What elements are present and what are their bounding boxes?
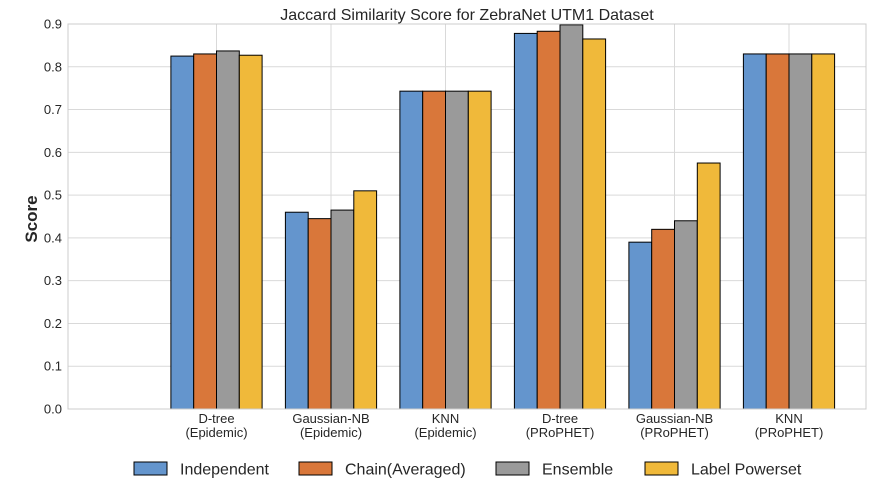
x-tick-label: (PRoPHET) bbox=[526, 425, 595, 440]
bar-chain-averaged bbox=[651, 228, 676, 410]
legend-label: Label Powerset bbox=[691, 462, 802, 479]
y-axis-label: Score bbox=[22, 195, 41, 242]
x-tick-label: (PRoPHET) bbox=[640, 425, 709, 440]
bar-ensemble bbox=[216, 50, 240, 410]
legend-swatch bbox=[298, 461, 333, 476]
legend-swatch bbox=[495, 461, 530, 476]
y-tick-label: 0.6 bbox=[44, 145, 62, 160]
bar-chain-averaged bbox=[765, 53, 790, 410]
bars bbox=[170, 24, 836, 410]
x-tick-label: Gaussian-NB bbox=[292, 411, 369, 426]
bar-ensemble bbox=[330, 209, 355, 410]
legend-item-label-powerset: Label Powerset bbox=[644, 461, 802, 479]
y-axis-ticks: 0.0 0.1 0.2 0.3 0.4 0.5 0.6 0.7 0.8 0.9 bbox=[44, 17, 62, 417]
bar-chain-averaged bbox=[307, 218, 332, 410]
y-tick-label: 0.2 bbox=[44, 316, 62, 331]
x-tick-label: D-tree bbox=[542, 411, 578, 426]
x-tick-label: D-tree bbox=[198, 411, 234, 426]
legend-item-chain-averaged: Chain(Averaged) bbox=[298, 461, 466, 479]
legend-label: Chain(Averaged) bbox=[345, 462, 466, 479]
y-tick-label: 0.3 bbox=[44, 273, 62, 288]
bar-independent bbox=[399, 90, 424, 410]
legend-label: Independent bbox=[180, 462, 270, 479]
y-tick-label: 0.0 bbox=[44, 402, 62, 417]
y-tick-label: 0.8 bbox=[44, 59, 62, 74]
x-tick-label: (Epidemic) bbox=[414, 425, 476, 440]
legend-item-ensemble: Ensemble bbox=[495, 461, 613, 479]
bar-independent bbox=[170, 55, 195, 410]
legend-swatch bbox=[644, 461, 679, 476]
chart-title: Jaccard Similarity Score for ZebraNet UT… bbox=[280, 7, 654, 24]
x-tick-label: (Epidemic) bbox=[300, 425, 362, 440]
bar-label-powerset bbox=[696, 162, 721, 410]
bar-label-powerset bbox=[353, 190, 378, 410]
bar-ensemble bbox=[559, 24, 584, 410]
legend-label: Ensemble bbox=[542, 462, 613, 479]
y-tick-label: 0.5 bbox=[44, 188, 62, 203]
bar-ensemble bbox=[445, 90, 469, 410]
bar-ensemble bbox=[788, 53, 813, 410]
plot-frame bbox=[67, 23, 867, 410]
bar-label-powerset bbox=[467, 90, 492, 410]
legend-item-independent: Independent bbox=[133, 461, 270, 479]
y-tick-label: 0.1 bbox=[44, 359, 62, 374]
bar-ensemble bbox=[674, 220, 698, 410]
bar-label-powerset bbox=[238, 54, 263, 410]
bar-independent bbox=[284, 211, 309, 410]
x-tick-label: (Epidemic) bbox=[185, 425, 247, 440]
bar-independent bbox=[513, 32, 538, 410]
x-tick-label: (PRoPHET) bbox=[755, 425, 824, 440]
bar-independent bbox=[742, 53, 767, 410]
y-tick-label: 0.9 bbox=[44, 17, 62, 32]
bar-independent bbox=[628, 241, 653, 410]
bar-label-powerset bbox=[811, 53, 836, 410]
y-tick-label: 0.4 bbox=[44, 230, 62, 245]
x-tick-label: Gaussian-NB bbox=[636, 411, 713, 426]
x-axis-ticks: D-tree(Epidemic)Gaussian-NB(Epidemic)KNN… bbox=[185, 411, 823, 440]
x-tick-label: KNN bbox=[775, 411, 802, 426]
bar-chain-averaged bbox=[422, 90, 447, 410]
bar-chain-averaged bbox=[193, 53, 217, 410]
bar-label-powerset bbox=[582, 38, 607, 410]
bar-chain-averaged bbox=[536, 30, 561, 410]
legend: Independent Chain(Averaged) Ensemble Label … bbox=[133, 461, 802, 479]
y-tick-label: 0.7 bbox=[44, 102, 62, 117]
legend-swatch bbox=[133, 461, 168, 476]
x-tick-label: KNN bbox=[432, 411, 459, 426]
